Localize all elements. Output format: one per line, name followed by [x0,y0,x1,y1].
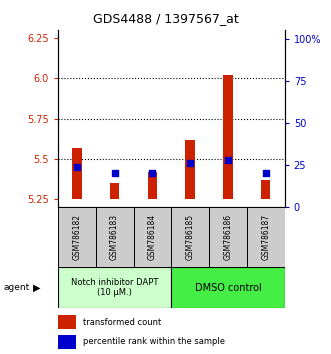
Bar [96,207,133,267]
Text: GSM786186: GSM786186 [223,214,232,260]
Point [150,171,155,176]
Point [112,171,117,176]
Bar [58,335,76,348]
Point [225,157,231,163]
Bar [171,267,285,308]
Text: agent: agent [3,283,29,292]
Point [188,160,193,166]
Bar [171,207,209,267]
Text: GDS4488 / 1397567_at: GDS4488 / 1397567_at [93,12,238,25]
Bar [58,267,171,308]
Text: ▶: ▶ [33,282,41,293]
Bar [247,207,285,267]
Text: GSM786187: GSM786187 [261,214,270,260]
Point [74,164,79,170]
Point [263,171,268,176]
Bar [110,183,119,199]
Text: GSM786185: GSM786185 [186,214,195,260]
Text: GSM786184: GSM786184 [148,214,157,260]
Bar [72,148,81,199]
Text: GSM786182: GSM786182 [72,214,81,260]
Text: GSM786183: GSM786183 [110,214,119,260]
Bar [223,75,233,199]
Bar [133,207,171,267]
Bar [148,172,157,199]
Text: percentile rank within the sample: percentile rank within the sample [83,337,225,347]
Text: transformed count: transformed count [83,318,161,327]
Bar [209,207,247,267]
Bar [261,180,270,199]
Text: DMSO control: DMSO control [195,282,261,293]
Bar [185,139,195,199]
Bar [58,207,96,267]
Bar [58,315,76,329]
Text: Notch inhibitor DAPT
(10 μM.): Notch inhibitor DAPT (10 μM.) [71,278,158,297]
